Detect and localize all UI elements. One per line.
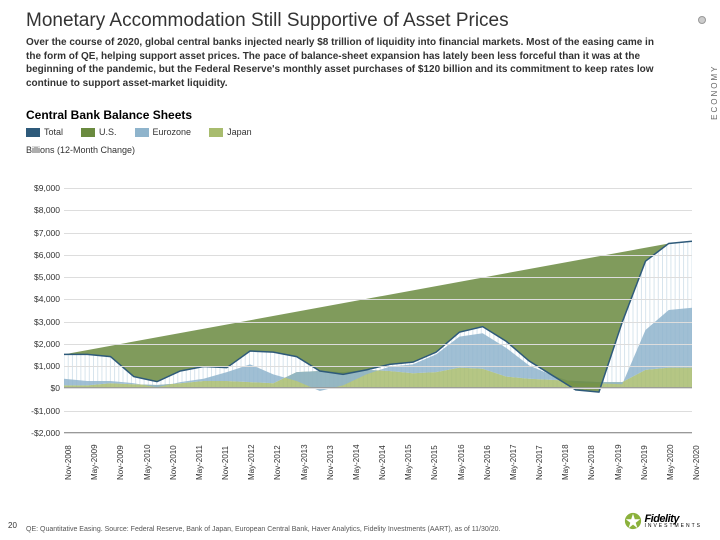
y-axis-labels: $9,000$8,000$7,000$6,000$5,000$4,000$3,0… (26, 188, 64, 433)
x-axis-label: May-2020 (666, 444, 675, 480)
x-axis-label: May-2010 (143, 444, 152, 480)
footer-source: QE: Quantitative Easing. Source: Federal… (26, 525, 610, 534)
x-axis-label: Nov-2013 (326, 445, 335, 480)
legend-item: Total (26, 127, 63, 137)
y-axis-label: $6,000 (26, 250, 60, 260)
legend-label: Eurozone (153, 127, 192, 137)
y-axis-label: $5,000 (26, 272, 60, 282)
x-axis-label: Nov-2020 (692, 445, 701, 480)
y-axis-label: $2,000 (26, 339, 60, 349)
page-number: 20 (8, 521, 17, 530)
x-axis-label: Nov-2016 (483, 445, 492, 480)
x-axis-label: May-2017 (509, 444, 518, 480)
x-axis-label: May-2014 (352, 444, 361, 480)
legend-item: U.S. (81, 127, 117, 137)
x-axis-label: May-2015 (404, 444, 413, 480)
fidelity-logo: Fidelity INVESTMENTS (624, 512, 702, 530)
legend-item: Eurozone (135, 127, 192, 137)
x-axis-label: Nov-2010 (169, 445, 178, 480)
x-axis-label: Nov-2017 (535, 445, 544, 480)
legend-label: U.S. (99, 127, 117, 137)
page-title: Monetary Accommodation Still Supportive … (0, 0, 720, 32)
x-axis-label: Nov-2014 (378, 445, 387, 480)
x-axis-label: Nov-2009 (116, 445, 125, 480)
chart-legend: Total U.S. Eurozone Japan (0, 122, 720, 137)
x-axis-label: Nov-2015 (430, 445, 439, 480)
chart-svg (64, 188, 692, 432)
x-axis-label: May-2018 (561, 444, 570, 480)
y-axis-label: $9,000 (26, 183, 60, 193)
x-axis-label: May-2016 (457, 444, 466, 480)
y-axis-label: $4,000 (26, 294, 60, 304)
fidelity-logo-icon (624, 512, 642, 530)
x-axis-label: Nov-2011 (221, 446, 230, 480)
y-axis-label: $0 (26, 383, 60, 393)
legend-label: Total (44, 127, 63, 137)
logo-subtext: INVESTMENTS (644, 523, 702, 529)
x-axis-label: Nov-2012 (273, 445, 282, 480)
y-axis-label: $8,000 (26, 205, 60, 215)
legend-swatch (26, 128, 40, 137)
x-axis-label: May-2012 (247, 444, 256, 480)
y-axis-label: $3,000 (26, 317, 60, 327)
x-axis-label: May-2019 (614, 444, 623, 480)
x-axis-labels: Nov-2008 May-2009 Nov-2009 May-2010 Nov-2010… (64, 436, 692, 488)
x-axis-label: Nov-2008 (64, 445, 73, 480)
y-axis-label: -$1,000 (26, 406, 60, 416)
legend-item: Japan (209, 127, 252, 137)
chart-title: Central Bank Balance Sheets (0, 90, 720, 122)
x-axis-label: Nov-2018 (587, 445, 596, 480)
legend-swatch (81, 128, 95, 137)
x-axis-label: May-2011 (195, 445, 204, 480)
legend-swatch (135, 128, 149, 137)
category-dot-icon (698, 16, 706, 24)
chart-plot (64, 188, 692, 433)
x-axis-label: May-2009 (90, 444, 99, 480)
page-description: Over the course of 2020, global central … (0, 32, 720, 90)
y-axis-label: $7,000 (26, 228, 60, 238)
category-label: ECONOMY (710, 65, 719, 120)
y-axis-label: $1,000 (26, 361, 60, 371)
chart-subtitle: Billions (12-Month Change) (0, 137, 720, 155)
x-axis-label: May-2013 (300, 444, 309, 480)
chart-area: $9,000$8,000$7,000$6,000$5,000$4,000$3,0… (26, 188, 692, 488)
legend-swatch (209, 128, 223, 137)
x-axis-label: Nov-2019 (640, 445, 649, 480)
legend-label: Japan (227, 127, 252, 137)
y-axis-label: -$2,000 (26, 428, 60, 438)
